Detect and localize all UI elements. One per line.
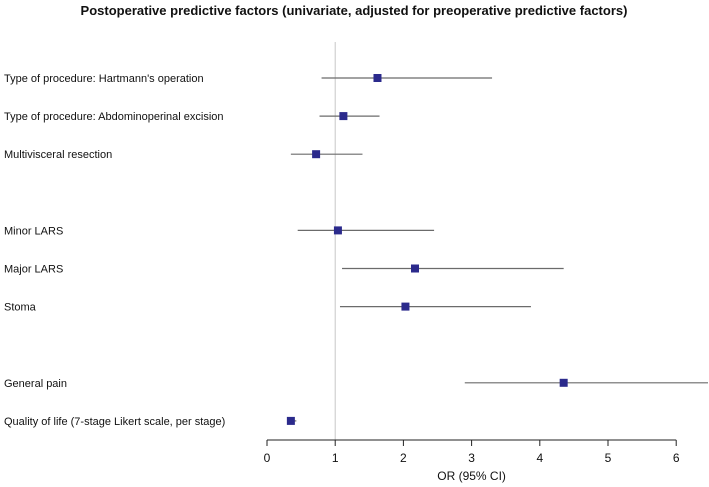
row-label: Stoma <box>4 302 37 314</box>
odds-ratio-marker <box>286 416 295 425</box>
chart-title: Postoperative predictive factors (univar… <box>81 3 628 18</box>
forest-row: Type of procedure: Hartmann's operation <box>4 73 493 85</box>
row-label: Type of procedure: Hartmann's operation <box>4 73 204 85</box>
row-label: Major LARS <box>4 264 63 276</box>
odds-ratio-marker <box>559 378 568 387</box>
forest-row: Type of procedure: Abdominoperinal excis… <box>4 111 380 123</box>
x-tick-label: 6 <box>673 451 680 465</box>
odds-ratio-marker <box>339 112 348 121</box>
row-label: Type of procedure: Abdominoperinal excis… <box>4 111 224 123</box>
forest-row: Stoma <box>4 302 531 314</box>
row-label: Quality of life (7-stage Likert scale, p… <box>4 416 225 428</box>
x-tick-label: 4 <box>536 451 543 465</box>
x-axis-title: OR (95% CI) <box>437 469 506 483</box>
odds-ratio-marker <box>401 302 410 311</box>
x-tick-label: 3 <box>468 451 475 465</box>
x-tick-label: 5 <box>605 451 612 465</box>
forest-row: Minor LARS <box>4 225 435 237</box>
odds-ratio-marker <box>333 226 342 235</box>
row-label: General pain <box>4 378 67 390</box>
forest-row: Quality of life (7-stage Likert scale, p… <box>4 416 297 428</box>
forest-rows: Type of procedure: Hartmann's operation T… <box>4 73 708 428</box>
x-tick-label: 2 <box>400 451 407 465</box>
forest-row: General pain <box>4 378 708 390</box>
x-tick-label: 0 <box>264 451 271 465</box>
forest-row: Multivisceral resection <box>4 149 363 161</box>
row-label: Multivisceral resection <box>4 149 112 161</box>
forest-row: Major LARS <box>4 264 564 276</box>
x-axis: 0 1 2 3 4 5 6 <box>264 439 680 465</box>
odds-ratio-marker <box>373 74 382 82</box>
row-label: Minor LARS <box>4 225 63 237</box>
x-tick-label: 1 <box>332 451 339 465</box>
odds-ratio-marker <box>410 264 419 273</box>
x-axis-ticks: 0 1 2 3 4 5 6 <box>264 440 680 465</box>
odds-ratio-marker <box>312 150 321 159</box>
